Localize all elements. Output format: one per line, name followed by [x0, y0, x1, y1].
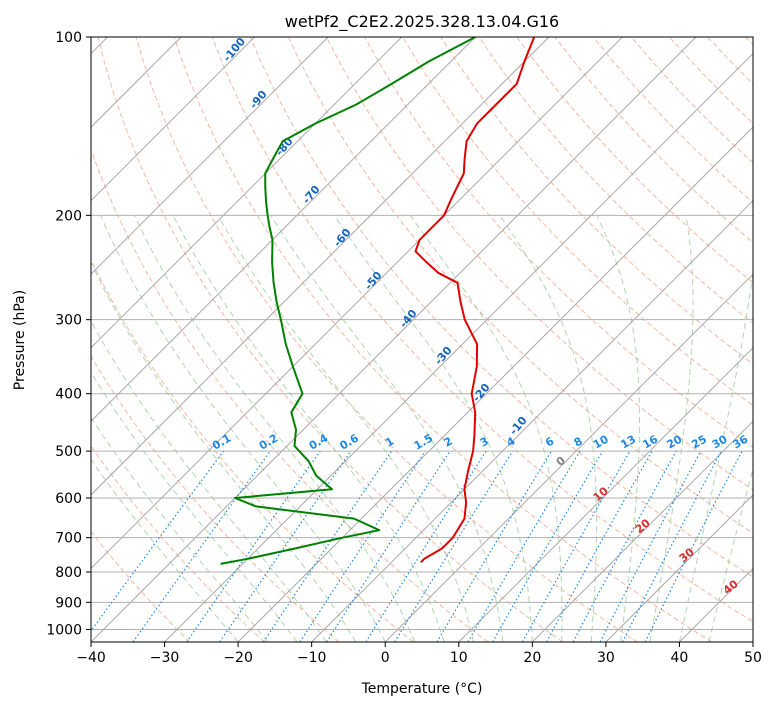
moist-adiabat-line [649, 215, 694, 642]
y-tick-label: 100 [55, 30, 82, 46]
x-tick-label: −10 [297, 650, 327, 666]
y-tick-label: 700 [55, 531, 82, 547]
isotherm-line [91, 37, 623, 570]
moist-adiabat-line [333, 215, 533, 642]
x-axis-label: Temperature (°C) [361, 681, 483, 697]
isotherm-line [91, 37, 550, 496]
background-lines [91, 37, 753, 642]
dry-adiabat-line [91, 445, 265, 642]
temperature-line [414, 37, 536, 563]
x-tick-label: 30 [597, 650, 615, 666]
y-tick-label: 900 [55, 595, 82, 611]
x-tick-label: 40 [671, 650, 689, 666]
isotherm-line [91, 37, 476, 423]
dry-adiabat-line [135, 37, 638, 642]
isotherm-line [311, 199, 753, 642]
isotherm-line [91, 37, 329, 275]
dry-adiabat-line [91, 355, 340, 642]
dry-adiabat-line [478, 37, 753, 324]
y-tick-label: 200 [55, 208, 82, 224]
dry-adiabat-line [91, 531, 191, 642]
mixing-ratio-line [186, 450, 321, 642]
isotherm-line [752, 641, 753, 642]
isotherm-line [91, 37, 697, 642]
dry-adiabat-line [402, 37, 753, 407]
mixing-ratio-line [262, 450, 392, 642]
x-tick-label: 50 [744, 650, 762, 666]
isotherm-line [384, 273, 753, 642]
moist-adiabat-line [270, 215, 504, 642]
dry-adiabat-line [97, 37, 563, 642]
dewpoint-line [220, 37, 476, 565]
dry-adiabat-line [249, 37, 753, 578]
dry-adiabat-line [516, 37, 753, 284]
y-tick-label: 300 [55, 313, 82, 329]
isotherm-line [531, 420, 753, 642]
moist-adiabat-line [172, 215, 445, 642]
dry-adiabat-line [326, 37, 753, 491]
y-axis-label: Pressure (hPa) [12, 290, 28, 390]
mixing-ratio-line [521, 450, 631, 642]
moist-adiabat-line [91, 370, 298, 642]
moist-adiabat-line [134, 215, 416, 642]
x-tick-label: 0 [381, 650, 390, 666]
moist-adiabat-line [91, 416, 268, 642]
isotherm-line [164, 52, 753, 642]
y-tick-label: 1000 [46, 622, 82, 638]
moist-adiabat-line [678, 268, 753, 642]
mixing-ratio-line [326, 450, 451, 642]
mixing-ratio-line [546, 450, 653, 642]
moist-adiabat-line [217, 215, 474, 642]
y-tick-label: 400 [55, 387, 82, 403]
moist-adiabat-line [91, 320, 327, 642]
moist-adiabat-line [91, 458, 239, 642]
x-axis-ticks: −40 −30 −20 −10 0 10 20 30 40 50 [76, 642, 762, 666]
dry-adiabat-line [211, 37, 753, 623]
mixing-ratio-line [299, 450, 426, 642]
sounding-series [220, 37, 536, 565]
x-tick-label: −30 [150, 650, 180, 666]
chart-title: wetPf2_C2E2.2025.328.13.04.G16 [285, 12, 559, 32]
y-tick-label: 500 [55, 444, 82, 460]
mixing-ratio-line [394, 450, 514, 642]
plot-background [91, 37, 753, 642]
mixing-ratio-line [91, 450, 224, 632]
x-tick-label: −20 [223, 650, 253, 666]
moist-adiabat-line [596, 215, 640, 642]
y-tick-label: 800 [55, 565, 82, 581]
isotherm-line [237, 126, 753, 642]
moist-adiabat-line [409, 215, 563, 642]
mixing-ratio-line [572, 450, 677, 642]
isotherm-line [91, 37, 403, 349]
moist-adiabat-line [100, 215, 386, 642]
isotherm-line [458, 347, 753, 642]
mixing-ratio-line [132, 450, 271, 642]
mixing-ratio-line [644, 450, 743, 642]
y-axis-ticks: 100 200 300 400 500 600 700 800 900 1000 [46, 30, 91, 638]
y-tick-label: 600 [55, 491, 82, 507]
isotherm-line [605, 494, 753, 642]
isotherm-line [91, 37, 256, 202]
dry-adiabat-line [91, 148, 489, 642]
moist-adiabat-line [91, 261, 357, 642]
plot-frame [90, 36, 754, 643]
x-tick-label: −40 [76, 650, 106, 666]
x-tick-label: 10 [450, 650, 468, 666]
mixing-ratio-line [219, 450, 352, 642]
x-tick-label: 20 [523, 650, 541, 666]
